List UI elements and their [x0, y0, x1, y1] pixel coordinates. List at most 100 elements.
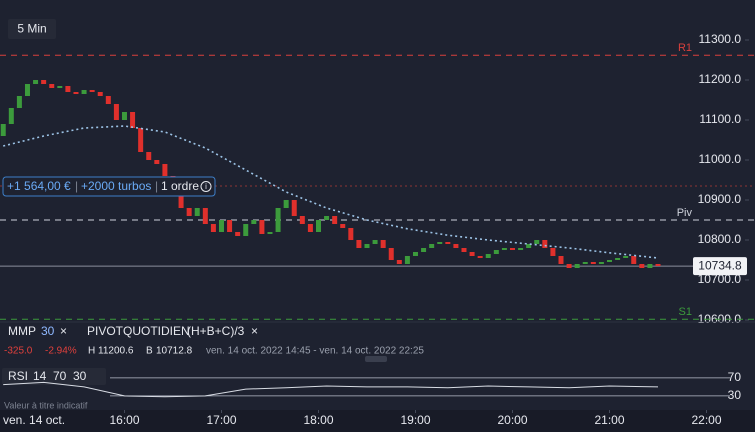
candle-body: [332, 216, 338, 224]
candle-body: [348, 228, 354, 240]
x-tick-label: 22:00: [691, 413, 721, 427]
timeframe-box[interactable]: [8, 19, 56, 39]
y-tick-label: 10800.0: [698, 232, 742, 246]
info-icon-text[interactable]: i: [205, 182, 207, 191]
rsi-param: 14: [33, 369, 47, 383]
remove-indicator[interactable]: ×: [60, 324, 67, 338]
candle-body: [130, 112, 136, 128]
indicator-param: 30: [41, 324, 55, 338]
indicator-name: MMP: [8, 324, 36, 338]
change: -325.0: [4, 346, 33, 357]
candle-body: [291, 200, 297, 216]
note: Valeur à titre indicatif: [4, 400, 88, 410]
candle-body: [526, 244, 532, 248]
change-pct: -2.94%: [45, 346, 77, 357]
position-badge[interactable]: [2, 176, 216, 197]
candle-body: [202, 208, 208, 224]
candle-body: [453, 244, 459, 248]
separator: |: [155, 179, 158, 193]
candle-body: [404, 256, 410, 264]
candle-body: [178, 192, 184, 208]
candle-body: [356, 240, 362, 248]
last-price-badge: [693, 257, 747, 276]
x-tick-label: 20:00: [497, 413, 527, 427]
candle-body: [655, 264, 661, 266]
candle-body: [324, 216, 330, 220]
candle-body: [493, 250, 499, 254]
x-tick-label: 17:00: [206, 413, 236, 427]
candle-body: [41, 80, 47, 84]
x-tick-label: 19:00: [400, 413, 430, 427]
timeframe[interactable]: 5 Min: [17, 22, 46, 36]
candle-body: [146, 152, 152, 160]
low: 10712.8: [156, 346, 193, 357]
x-tick-label: 16:00: [109, 413, 139, 427]
level-label: Piv: [677, 207, 693, 219]
candle-body: [566, 264, 572, 268]
candle-body: [65, 86, 71, 92]
candle-body: [235, 232, 241, 236]
candle-body: [154, 160, 160, 164]
indicator-param: (H+B+C)/3: [187, 324, 245, 338]
candle-body: [33, 80, 39, 84]
candle-body: [412, 252, 418, 256]
position-pnl[interactable]: +1 564,00 €: [7, 179, 71, 193]
candle-body: [299, 216, 305, 224]
candle-body: [469, 252, 475, 256]
candle-body: [73, 92, 79, 94]
y-tick-label: 30: [728, 388, 742, 402]
candle-body: [542, 240, 548, 248]
rsi-panel: 30 70: [3, 370, 741, 402]
indicator-name: PIVOT: [87, 324, 124, 338]
candle-body: [598, 262, 604, 264]
high: 11200.6: [98, 346, 134, 357]
candle-body: [251, 220, 257, 224]
candle-body: [227, 220, 233, 232]
candle-body: [364, 244, 370, 248]
y-tick-label: 11300.0: [699, 32, 742, 46]
candle-body: [81, 90, 87, 94]
candle-body: [421, 248, 427, 252]
candle-body: [558, 256, 564, 264]
x-axis-band: [0, 410, 755, 432]
candle-body: [121, 112, 127, 120]
position-orders[interactable]: 1 ordre: [161, 179, 199, 193]
candle-body: [243, 224, 249, 236]
x-tick-label: 21:00: [594, 413, 624, 427]
candle-body: [210, 224, 216, 232]
candle-body: [477, 256, 483, 258]
candle-body: [509, 248, 515, 250]
info-icon[interactable]: [200, 181, 212, 192]
candle-body: [315, 220, 321, 232]
candle-body: [307, 224, 313, 232]
candle-body: [590, 262, 596, 264]
candle-body: [388, 248, 394, 260]
candle-body: [429, 244, 435, 248]
separator: |: [75, 179, 78, 193]
rsi-line: [3, 381, 659, 398]
remove-indicator[interactable]: ×: [251, 324, 258, 338]
candle-body: [275, 208, 281, 232]
rsi-legend-box: [2, 368, 106, 385]
candle-body: [639, 264, 645, 268]
resize-handle[interactable]: [365, 356, 387, 362]
position-turbos[interactable]: +2000 turbos: [81, 179, 151, 193]
candle-body: [267, 232, 273, 234]
candle-body: [380, 240, 386, 248]
candle-body: [574, 264, 580, 268]
candle-body: [24, 84, 30, 96]
x-date-label: ven. 14 oct.: [3, 413, 65, 427]
candle-body: [49, 84, 55, 88]
candle-body: [461, 248, 467, 252]
candle-body: [138, 128, 144, 152]
indicator-param: QUOTIDIEN: [123, 324, 190, 338]
y-tick-label: 11000.0: [699, 152, 742, 166]
candle-body: [445, 242, 451, 244]
candle-body: [218, 220, 224, 232]
candle-body: [113, 104, 119, 120]
candle-body: [437, 242, 443, 244]
candle-body: [372, 240, 378, 244]
